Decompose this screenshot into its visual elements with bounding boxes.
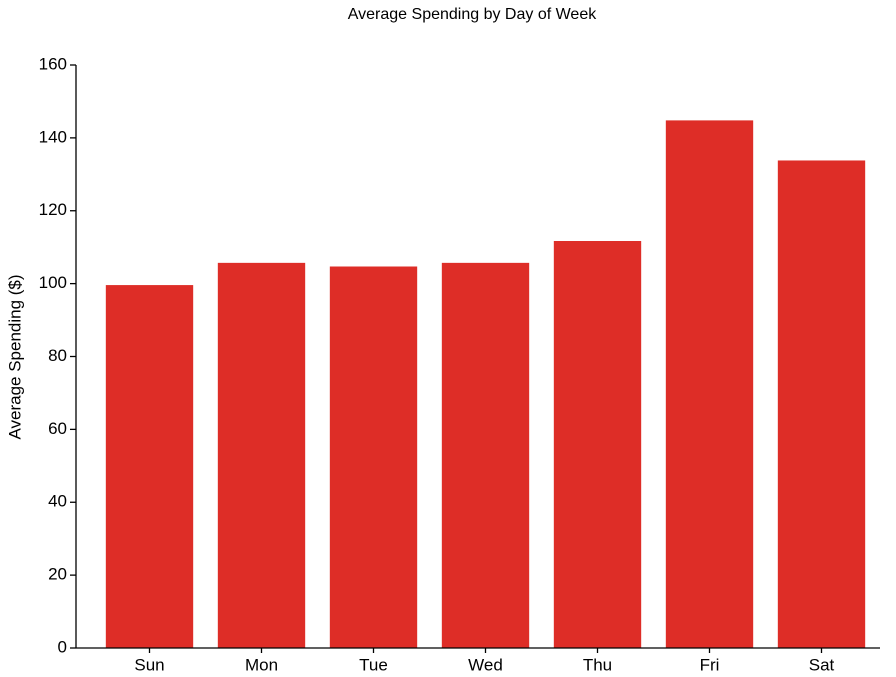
y-tick-label: 100 xyxy=(39,273,67,292)
y-axis-label: Average Spending ($) xyxy=(5,274,24,439)
bar xyxy=(777,160,866,648)
x-tick-label: Tue xyxy=(359,655,388,674)
y-tick-label: 60 xyxy=(48,419,67,438)
y-tick-label: 20 xyxy=(48,565,67,584)
bar xyxy=(665,120,754,648)
bar xyxy=(441,262,530,648)
y-tick-label: 0 xyxy=(58,637,67,656)
y-tick-label: 40 xyxy=(48,492,67,511)
bar xyxy=(329,266,418,648)
bar xyxy=(553,240,642,649)
y-tick-label: 160 xyxy=(39,54,67,73)
x-tick-label: Fri xyxy=(700,655,720,674)
chart-title: Average Spending by Day of Week xyxy=(348,6,597,23)
bar xyxy=(217,262,306,648)
x-tick-label: Sun xyxy=(134,655,164,674)
x-tick-label: Mon xyxy=(245,655,278,674)
y-tick-label: 120 xyxy=(39,200,67,219)
y-tick-label: 140 xyxy=(39,127,67,146)
y-tick-label: 80 xyxy=(48,346,67,365)
bar xyxy=(105,285,194,648)
x-tick-label: Wed xyxy=(468,655,503,674)
x-tick-label: Sat xyxy=(809,655,835,674)
x-tick-label: Thu xyxy=(583,655,612,674)
